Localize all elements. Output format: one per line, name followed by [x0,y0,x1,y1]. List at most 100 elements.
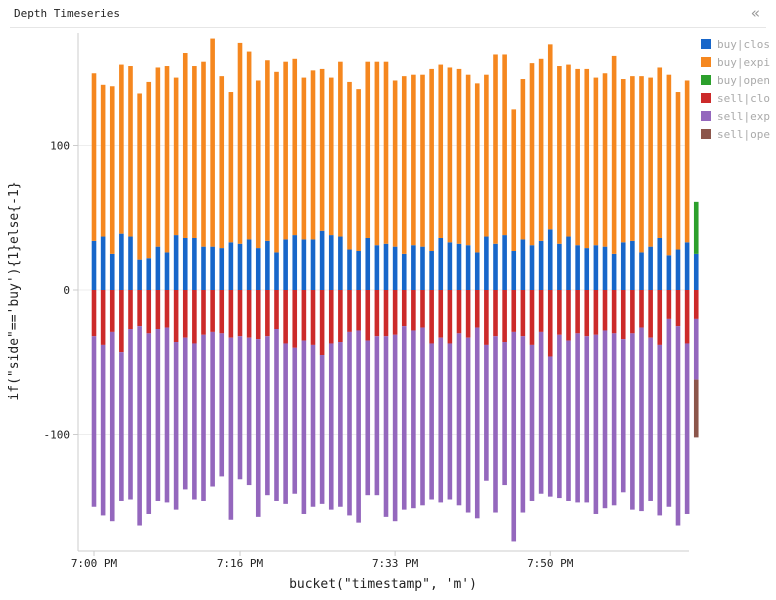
bar-segment-sell-clo[interactable] [146,290,152,334]
bar-segment-buy-clos[interactable] [100,236,106,290]
bar-segment-buy-expi[interactable] [392,80,398,247]
bar-segment-buy-clos[interactable] [365,237,371,290]
bar-segment-buy-clos[interactable] [538,240,544,290]
bar-segment-buy-clos[interactable] [566,236,571,290]
bar-segment-buy-expi[interactable] [566,64,571,237]
bar-segment-sell-clo[interactable] [347,290,352,332]
bar-segment-buy-clos[interactable] [292,235,298,290]
bar-segment-sell-clo[interactable] [465,290,471,338]
bar-segment-sell-clo[interactable] [328,290,334,344]
bar-segment-sell-exp[interactable] [182,337,188,490]
bar-segment-buy-clos[interactable] [584,248,590,290]
bar-segment-sell-clo[interactable] [374,290,380,337]
bar-segment-sell-exp[interactable] [593,334,599,514]
bar-segment-buy-expi[interactable] [119,64,124,234]
bar-segment-sell-exp[interactable] [383,336,389,517]
bar-segment-sell-clo[interactable] [310,290,316,345]
bar-segment-buy-clos[interactable] [319,230,325,290]
bar-segment-sell-clo[interactable] [438,290,444,338]
bar-segment-buy-expi[interactable] [529,63,535,246]
bar-segment-buy-clos[interactable] [137,259,142,290]
bar-segment-sell-clo[interactable] [611,290,617,334]
bar-segment-buy-clos[interactable] [429,250,434,290]
bar-segment-sell-clo[interactable] [219,290,225,334]
bar-segment-buy-expi[interactable] [91,73,97,241]
bar-segment-buy-clos[interactable] [283,239,288,290]
bar-segment-buy-expi[interactable] [438,64,444,238]
bar-segment-buy-expi[interactable] [639,76,644,253]
bar-segment-buy-expi[interactable] [292,58,298,236]
bar-segment-buy-clos[interactable] [465,245,471,290]
bar-segment-buy-expi[interactable] [411,74,416,246]
bar-segment-buy-clos[interactable] [575,245,580,290]
bar-segment-sell-exp[interactable] [374,336,380,496]
bar-segment-sell-exp[interactable] [520,336,526,513]
bar-segment-buy-expi[interactable] [611,55,617,254]
bar-segment-sell-exp[interactable] [146,333,152,514]
bar-segment-buy-expi[interactable] [657,67,663,238]
bar-segment-buy-expi[interactable] [319,68,325,231]
bar-segment-buy-expi[interactable] [557,66,562,244]
bar-segment-buy-clos[interactable] [557,243,562,290]
bar-segment-sell-exp[interactable] [675,326,681,526]
bar-segment-buy-clos[interactable] [401,253,407,290]
bar-segment-sell-clo[interactable] [164,290,170,328]
bar-segment-sell-clo[interactable] [237,290,243,337]
bar-segment-buy-expi[interactable] [255,80,261,249]
bar-segment-buy-expi[interactable] [493,54,498,244]
bar-segment-sell-clo[interactable] [648,290,653,338]
bar-segment-buy-expi[interactable] [620,79,626,243]
bar-segment-sell-exp[interactable] [192,343,197,500]
bar-segment-sell-exp[interactable] [392,334,398,522]
bar-segment-sell-exp[interactable] [620,339,626,493]
bar-segment-buy-expi[interactable] [484,74,489,237]
bar-segment-sell-exp[interactable] [173,342,179,510]
bar-segment-sell-exp[interactable] [246,337,252,486]
bar-segment-buy-expi[interactable] [146,81,152,259]
bar-segment-buy-expi[interactable] [575,68,580,246]
bar-segment-sell-exp[interactable] [602,330,608,509]
bar-segment-buy-expi[interactable] [182,53,188,238]
bar-segment-sell-exp[interactable] [657,344,663,516]
bar-segment-buy-clos[interactable] [648,246,653,290]
bar-segment-sell-exp[interactable] [228,337,234,520]
bar-segment-sell-exp[interactable] [511,331,517,542]
bar-segment-sell-exp[interactable] [639,327,644,512]
bar-segment-buy-expi[interactable] [100,84,106,237]
bar-segment-buy-clos[interactable] [255,248,261,290]
bar-segment-buy-clos[interactable] [675,249,681,290]
bar-segment-buy-clos[interactable] [274,252,279,290]
bar-segment-sell-clo[interactable] [210,290,215,332]
bar-segment-buy-clos[interactable] [192,237,197,290]
bar-segment-buy-expi[interactable] [164,66,170,253]
bar-segment-sell-exp[interactable] [365,340,371,496]
bar-segment-buy-expi[interactable] [666,74,672,256]
bar-segment-sell-exp[interactable] [411,330,416,509]
bar-segment-sell-exp[interactable] [557,334,562,499]
bar-segment-sell-exp[interactable] [356,330,361,523]
bar-segment-sell-clo[interactable] [502,290,507,343]
bar-segment-buy-clos[interactable] [684,242,690,290]
bar-segment-sell-exp[interactable] [210,331,215,487]
bar-segment-buy-expi[interactable] [192,66,197,238]
bar-segment-sell-clo[interactable] [401,290,407,327]
legend-item[interactable]: buy|expi [701,53,776,71]
bar-segment-buy-clos[interactable] [611,253,617,290]
bar-segment-buy-clos[interactable] [547,229,553,290]
bar-segment-sell-clo[interactable] [639,290,644,328]
bar-segment-buy-expi[interactable] [283,61,288,240]
bar-segment-sell-clo[interactable] [602,290,608,331]
bar-segment-sell-clo[interactable] [493,290,498,337]
bar-segment-sell-clo[interactable] [292,290,298,348]
legend-item[interactable]: sell|exp [701,107,776,125]
bar-segment-sell-clo[interactable] [620,290,626,340]
bar-segment-buy-expi[interactable] [356,89,361,251]
bar-segment-sell-exp[interactable] [292,347,298,494]
bar-segment-buy-expi[interactable] [465,74,471,246]
bar-segment-buy-expi[interactable] [328,77,334,236]
bar-segment-buy-expi[interactable] [684,80,690,243]
bar-segment-sell-clo[interactable] [429,290,434,344]
bar-segment-sell-exp[interactable] [319,355,325,504]
double-chevron-left-icon[interactable]: « [751,4,761,22]
bar-segment-buy-clos[interactable] [420,246,425,290]
